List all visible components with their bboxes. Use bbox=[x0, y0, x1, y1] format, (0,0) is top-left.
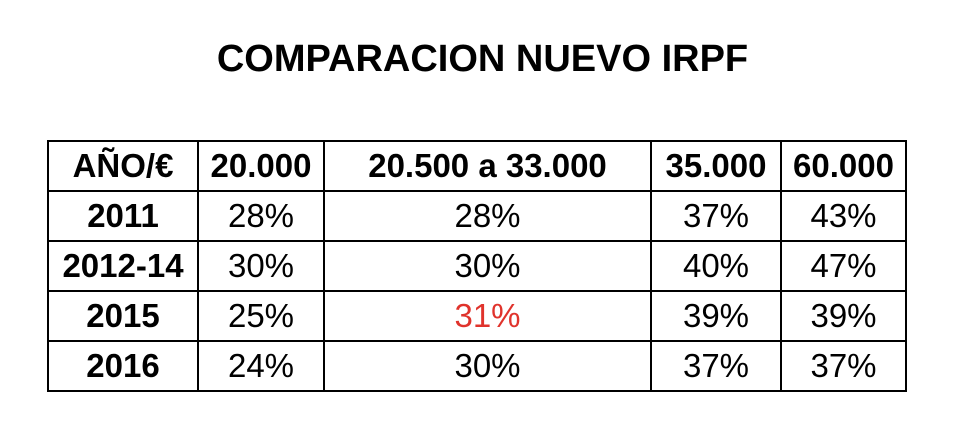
header-income-20500-33000: 20.500 a 33.000 bbox=[323, 140, 652, 192]
table-cell: 39% bbox=[780, 290, 907, 342]
table-cell: 25% bbox=[197, 290, 325, 342]
table-row: 2016 24% 30% 37% 37% bbox=[47, 340, 907, 392]
table-cell: 37% bbox=[650, 340, 782, 392]
table-cell: 24% bbox=[197, 340, 325, 392]
table-cell: 43% bbox=[780, 190, 907, 242]
table-cell-highlighted: 31% bbox=[323, 290, 652, 342]
table-cell: 30% bbox=[323, 340, 652, 392]
table-cell: 47% bbox=[780, 240, 907, 292]
row-year: 2015 bbox=[47, 290, 199, 342]
irpf-comparison-table: AÑO/€ 20.000 20.500 a 33.000 35.000 60.0… bbox=[47, 140, 907, 392]
table-cell: 28% bbox=[323, 190, 652, 242]
chart-title: COMPARACION NUEVO IRPF bbox=[216, 38, 749, 80]
row-year: 2011 bbox=[47, 190, 199, 242]
row-year: 2016 bbox=[47, 340, 199, 392]
table-header-row: AÑO/€ 20.000 20.500 a 33.000 35.000 60.0… bbox=[47, 140, 907, 192]
table-row: 2012-14 30% 30% 40% 47% bbox=[47, 240, 907, 292]
header-income-20000: 20.000 bbox=[197, 140, 325, 192]
header-income-35000: 35.000 bbox=[650, 140, 782, 192]
table-cell: 39% bbox=[650, 290, 782, 342]
table-cell: 30% bbox=[197, 240, 325, 292]
table-cell: 40% bbox=[650, 240, 782, 292]
table-cell: 37% bbox=[650, 190, 782, 242]
table-cell: 28% bbox=[197, 190, 325, 242]
table-row: 2015 25% 31% 39% 39% bbox=[47, 290, 907, 342]
table-cell: 30% bbox=[323, 240, 652, 292]
table-row: 2011 28% 28% 37% 43% bbox=[47, 190, 907, 242]
table-cell: 37% bbox=[780, 340, 907, 392]
header-income-60000: 60.000 bbox=[780, 140, 907, 192]
row-year: 2012-14 bbox=[47, 240, 199, 292]
header-year: AÑO/€ bbox=[47, 140, 199, 192]
